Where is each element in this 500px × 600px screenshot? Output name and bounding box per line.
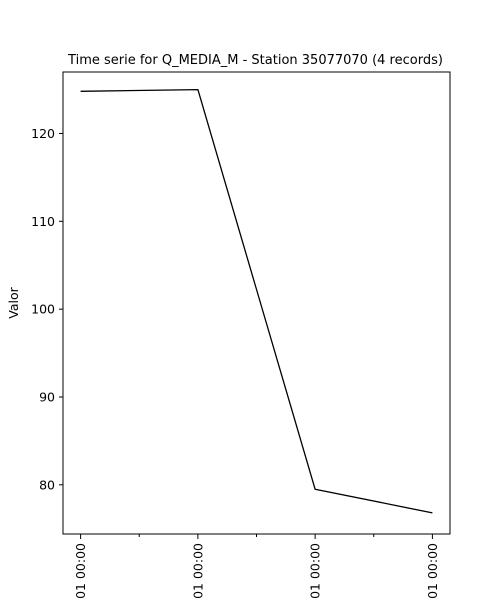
y-tick-label: 80 xyxy=(39,477,55,492)
y-tick-label: 90 xyxy=(39,389,55,404)
y-tick-label: 110 xyxy=(31,214,55,229)
series-layer xyxy=(80,88,433,514)
x-tick-label: 01 00:00 xyxy=(73,543,88,599)
y-axis-label: Valor xyxy=(6,286,21,318)
x-axis: 01 00:00 01 00:00 01 00:00 01 00:00 xyxy=(73,534,440,599)
y-tick-label: 100 xyxy=(31,302,55,317)
y-axis: 80 90 100 110 120 xyxy=(31,126,63,492)
x-tick-label: 01 00:00 xyxy=(190,543,205,599)
chart-title: Time serie for Q_MEDIA_M - Station 35077… xyxy=(67,53,443,68)
x-tick-label: 01 00:00 xyxy=(308,543,323,599)
series-line xyxy=(80,88,433,514)
x-tick-label: 01 00:00 xyxy=(425,543,440,599)
y-tick-label: 120 xyxy=(31,126,55,141)
